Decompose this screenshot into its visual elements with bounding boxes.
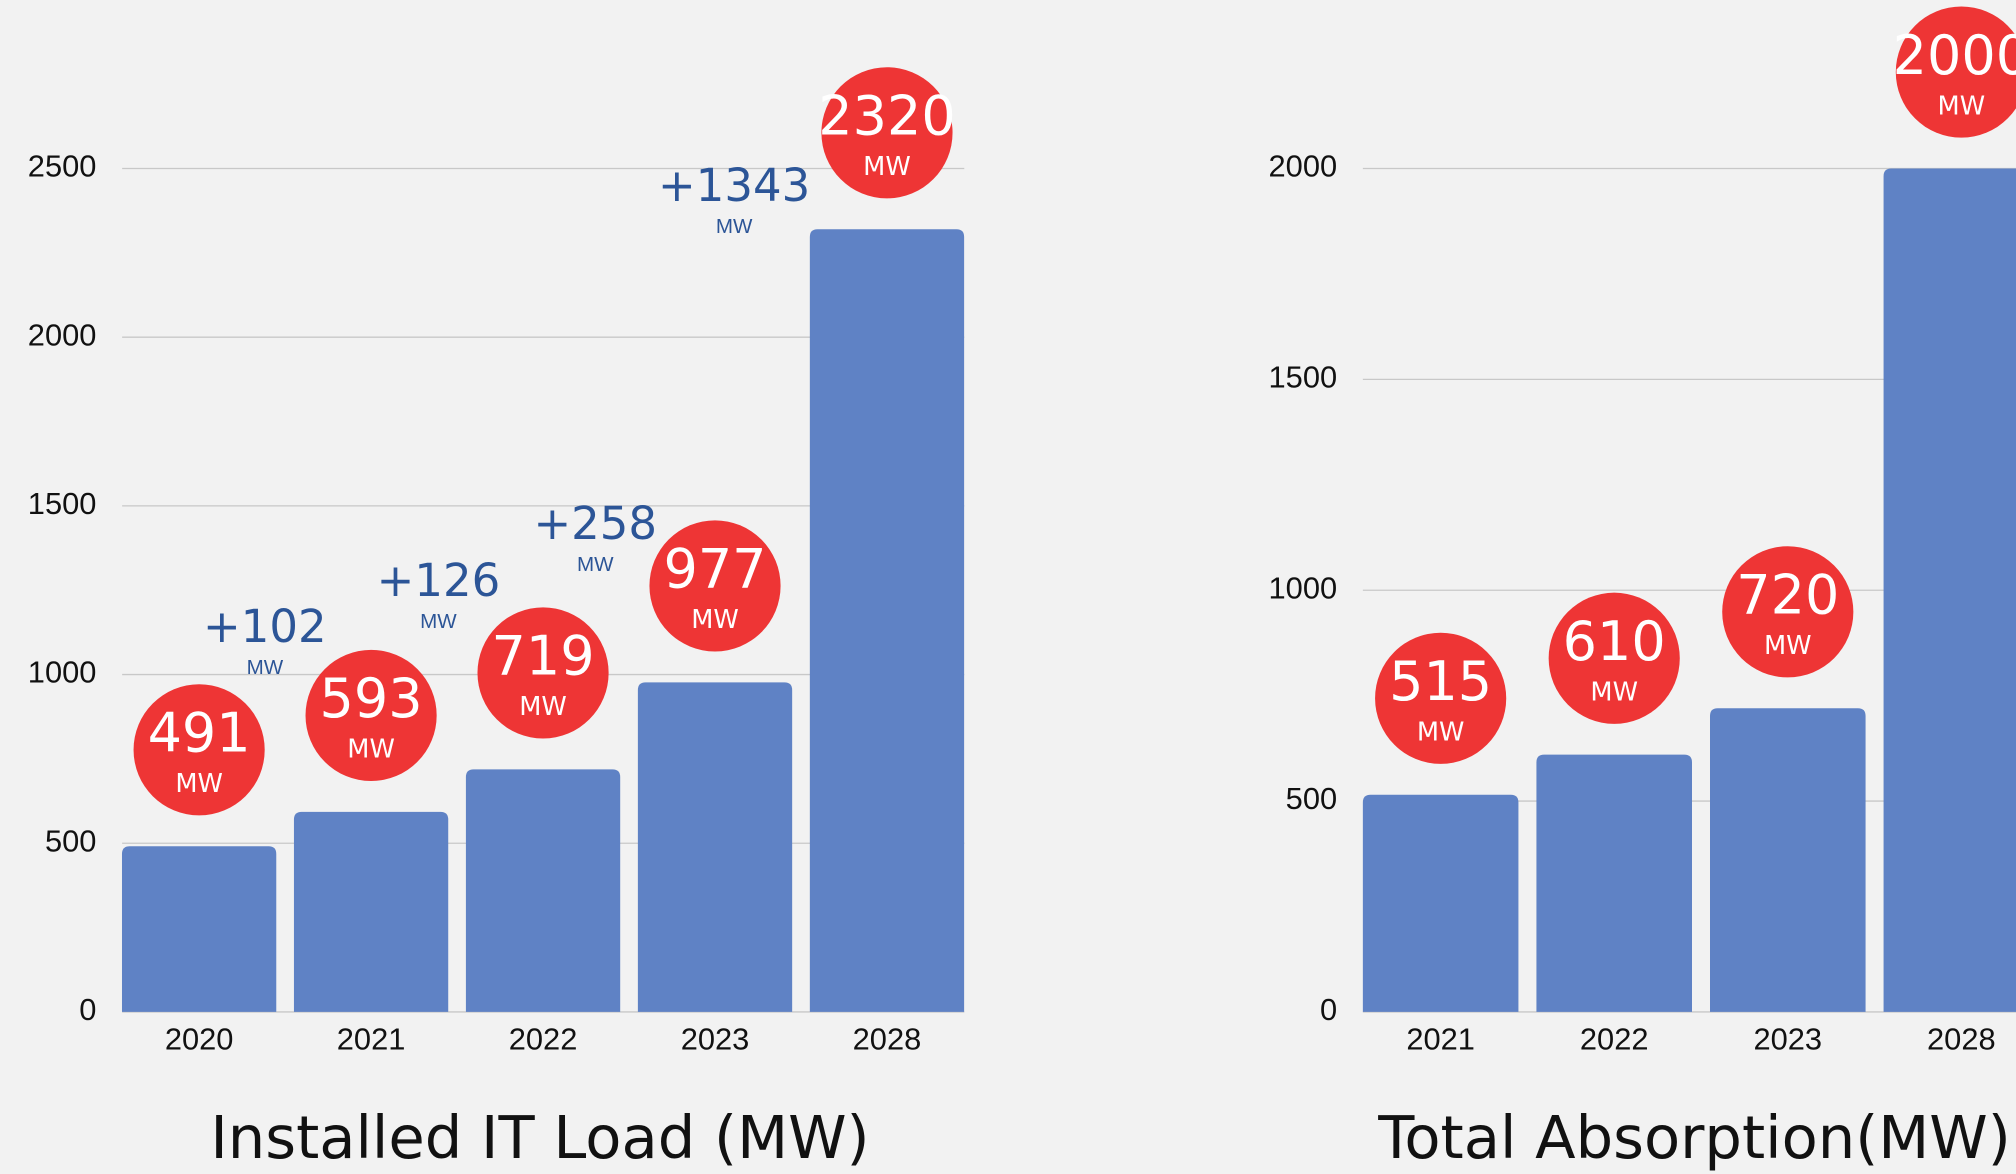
value-label: 491: [148, 702, 251, 765]
value-bubble: [477, 607, 609, 739]
bar: [1536, 754, 1692, 1012]
x-tick-label: 2023: [681, 1022, 750, 1057]
value-label: 2320: [818, 85, 955, 148]
value-bubble: [1375, 632, 1507, 764]
x-tick-label: 2022: [1580, 1022, 1649, 1057]
bar: [809, 229, 965, 1012]
y-tick-label: 2500: [28, 149, 97, 184]
annotation-unit: MW: [420, 610, 457, 633]
value-label: 2000: [1893, 24, 2016, 87]
x-tick-label: 2020: [165, 1022, 234, 1057]
value-bubble: [649, 520, 781, 652]
value-label: 515: [1389, 650, 1492, 713]
chart-title: Installed IT Load (MW): [210, 1103, 869, 1172]
annotation-unit: MW: [716, 215, 753, 238]
value-bubble: [1895, 6, 2016, 138]
y-tick-label: 0: [1320, 992, 1337, 1027]
y-tick-label: 500: [1286, 781, 1337, 816]
bar: [1362, 794, 1519, 1012]
bar: [1883, 168, 2016, 1012]
x-tick-label: 2021: [1406, 1022, 1475, 1057]
bar: [121, 846, 277, 1012]
value-unit: MW: [1938, 91, 1986, 121]
value-bubble: [821, 67, 953, 199]
value-unit: MW: [863, 152, 911, 182]
value-label: 720: [1736, 564, 1839, 627]
value-unit: MW: [347, 735, 395, 765]
y-tick-label: 2000: [28, 317, 97, 352]
y-tick-label: 1500: [1269, 360, 1338, 395]
annotation: +1343: [658, 159, 810, 212]
bar: [465, 769, 621, 1012]
y-tick-label: 2000: [1269, 149, 1338, 184]
value-bubble: [1548, 592, 1680, 724]
bar: [637, 682, 793, 1012]
value-label: 719: [492, 625, 595, 688]
value-bubble: [305, 649, 437, 782]
value-unit: MW: [1590, 677, 1638, 707]
value-unit: MW: [175, 769, 223, 799]
y-tick-label: 1500: [28, 486, 97, 521]
value-unit: MW: [1764, 631, 1812, 661]
value-unit: MW: [691, 605, 739, 635]
bar: [293, 811, 449, 1012]
value-label: 593: [320, 667, 423, 730]
x-tick-label: 2028: [853, 1022, 922, 1057]
chart-title: Total Absorption(MW): [1377, 1103, 2011, 1172]
annotation: +126: [377, 554, 501, 607]
annotation: +102: [203, 600, 327, 653]
value-unit: MW: [519, 692, 567, 722]
x-tick-label: 2028: [1927, 1022, 1996, 1057]
x-tick-label: 2023: [1753, 1022, 1822, 1057]
y-tick-label: 500: [45, 823, 96, 858]
bar: [1710, 708, 1866, 1012]
value-label: 610: [1563, 610, 1666, 673]
value-label: 977: [663, 538, 766, 601]
y-tick-label: 0: [79, 992, 96, 1027]
annotation-unit: MW: [247, 656, 284, 679]
value-bubble: [133, 684, 265, 816]
value-unit: MW: [1417, 718, 1465, 748]
y-tick-label: 1000: [28, 655, 97, 690]
value-bubble: [1722, 546, 1854, 678]
y-tick-label: 1000: [1269, 570, 1338, 605]
x-tick-label: 2021: [337, 1022, 406, 1057]
x-tick-label: 2022: [509, 1022, 578, 1057]
annotation-unit: MW: [577, 553, 614, 576]
annotation: +258: [533, 497, 657, 550]
